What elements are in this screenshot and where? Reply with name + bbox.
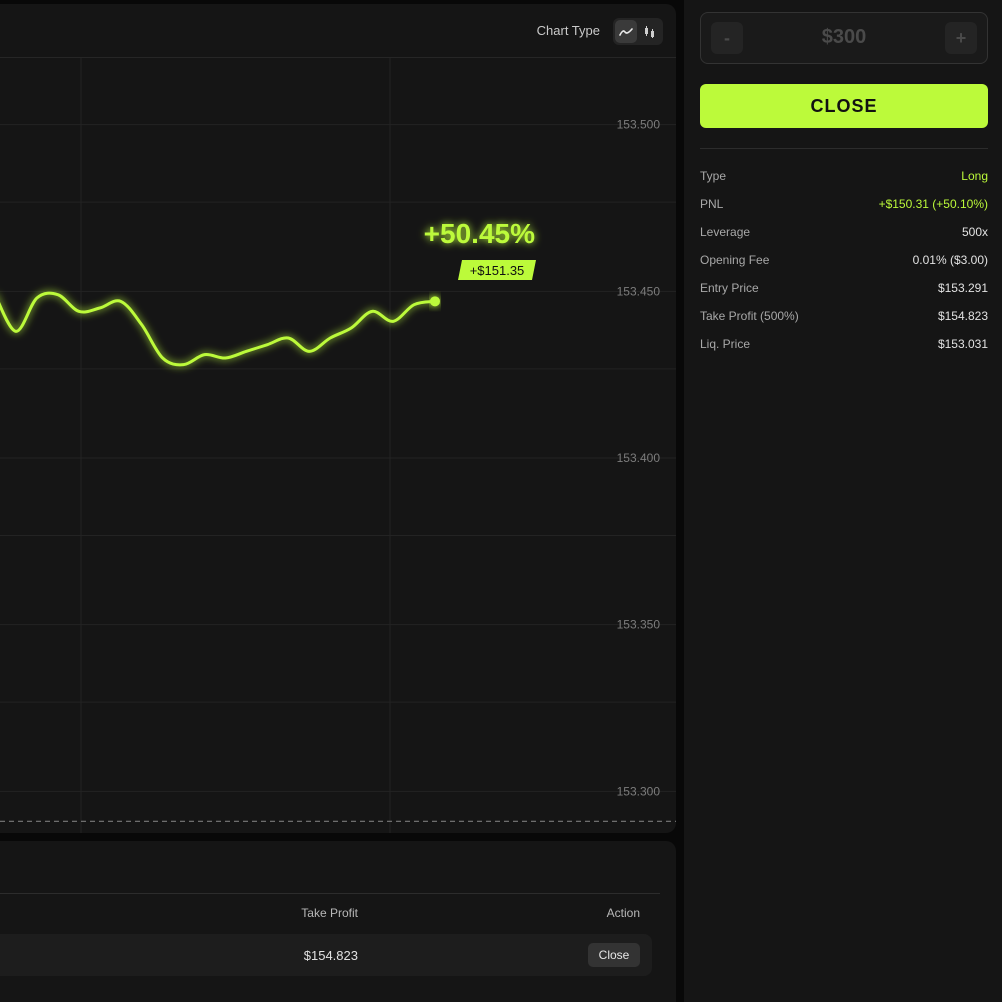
header-take-profit: Take Profit	[301, 906, 358, 920]
detail-opening-fee: Opening Fee 0.01% ($3.00)	[700, 253, 988, 273]
side-divider	[700, 148, 988, 149]
pnl-percent-label: +50.45%	[424, 218, 535, 249]
candlestick-icon	[645, 25, 654, 38]
line-chart-toggle[interactable]	[615, 20, 637, 43]
detail-leverage: Leverage 500x	[700, 225, 988, 245]
price-series-line	[0, 291, 437, 367]
chart-header: Chart Type	[0, 4, 676, 58]
line-chart-icon	[619, 27, 633, 36]
grid-lines	[0, 58, 676, 833]
price-chart[interactable]: 153.500 153.450 153.400 153.350 153.300 +50.…	[0, 4, 676, 833]
y-tick-label: 153.400	[617, 451, 661, 465]
pnl-amount-label: +$151.35	[470, 263, 525, 278]
table-divider	[0, 893, 660, 894]
detail-value: $153.291	[937, 281, 988, 295]
detail-take-profit: Take Profit (500%) $154.823	[700, 309, 988, 329]
detail-label: Opening Fee	[700, 253, 770, 267]
positions-panel: Take Profit Action $154.823 Close	[0, 841, 676, 1002]
detail-label: Liq. Price	[700, 337, 751, 351]
detail-value: Long	[961, 169, 988, 183]
row-close-button[interactable]: Close	[588, 943, 640, 967]
amount-value[interactable]: $300	[821, 26, 867, 48]
header-action: Action	[606, 906, 640, 920]
detail-label: Take Profit (500%)	[700, 309, 799, 323]
detail-liq-price: Liq. Price $153.031	[700, 337, 988, 357]
increase-amount-button[interactable]: +	[945, 22, 977, 54]
row-take-profit: $154.823	[303, 948, 358, 963]
last-price-dot	[430, 296, 440, 307]
detail-label: PNL	[700, 197, 724, 211]
close-position-button[interactable]: CLOSE	[700, 84, 988, 128]
y-tick-label: 153.300	[617, 784, 661, 798]
chart-type-label: Chart Type	[536, 23, 600, 38]
detail-type: Type Long	[700, 169, 988, 189]
detail-value: +$150.31 (+50.10%)	[878, 197, 988, 211]
candlestick-toggle[interactable]	[639, 20, 661, 43]
detail-entry-price: Entry Price $153.291	[700, 281, 988, 301]
detail-value: $153.031	[937, 337, 988, 351]
order-side-panel: - $300 + CLOSE Type Long PNL +$150.31 (+…	[684, 0, 1002, 1002]
detail-label: Type	[700, 169, 727, 183]
y-tick-label: 153.350	[617, 618, 661, 632]
detail-value: $154.823	[937, 309, 988, 323]
detail-pnl: PNL +$150.31 (+50.10%)	[700, 197, 988, 217]
table-row: $154.823 Close	[0, 934, 652, 976]
pnl-amount-tag: +$151.35	[458, 260, 536, 280]
y-tick-label: 153.500	[617, 118, 661, 132]
decrease-amount-button[interactable]: -	[711, 22, 743, 54]
detail-value: 500x	[961, 225, 988, 239]
y-axis-ticks: 153.500 153.450 153.400 153.350 153.300	[617, 118, 661, 799]
detail-label: Leverage	[700, 225, 751, 239]
detail-label: Entry Price	[700, 281, 759, 295]
detail-value: 0.01% ($3.00)	[912, 253, 988, 267]
amount-stepper: - $300 +	[700, 12, 988, 64]
chart-type-toggle	[613, 18, 663, 45]
y-tick-label: 153.450	[617, 284, 661, 298]
chart-panel: 153.500 153.450 153.400 153.350 153.300 +50.…	[0, 4, 676, 833]
